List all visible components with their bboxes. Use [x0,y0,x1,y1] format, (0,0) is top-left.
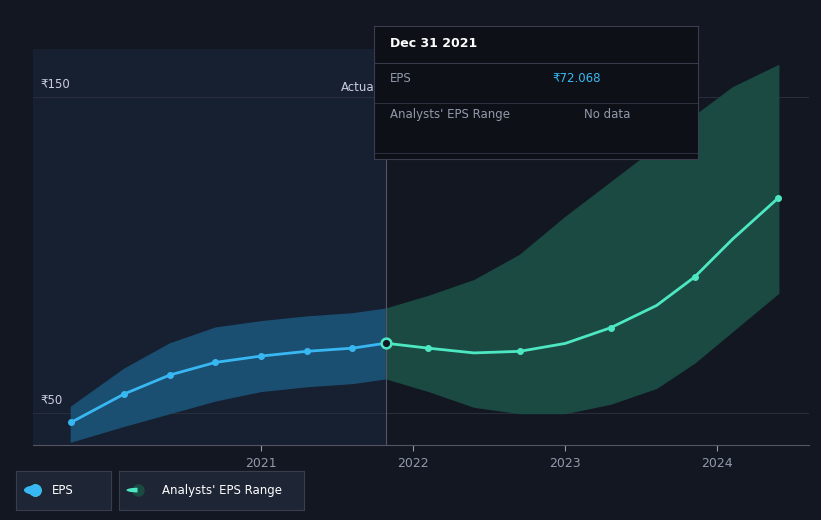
Bar [33,49,386,445]
Text: Analysts Forecasts: Analysts Forecasts [393,81,503,94]
Text: Actual: Actual [342,81,378,94]
Wedge shape [24,486,35,495]
Text: No data: No data [585,108,631,121]
Text: EPS: EPS [390,72,411,85]
Text: EPS: EPS [53,484,74,497]
Text: Dec 31 2021: Dec 31 2021 [390,36,477,49]
Wedge shape [126,488,138,492]
Text: ₹150: ₹150 [40,77,71,90]
Text: ₹50: ₹50 [40,394,62,407]
Text: Analysts' EPS Range: Analysts' EPS Range [390,108,510,121]
Text: Analysts' EPS Range: Analysts' EPS Range [162,484,282,497]
Text: ₹72.068: ₹72.068 [552,72,600,85]
